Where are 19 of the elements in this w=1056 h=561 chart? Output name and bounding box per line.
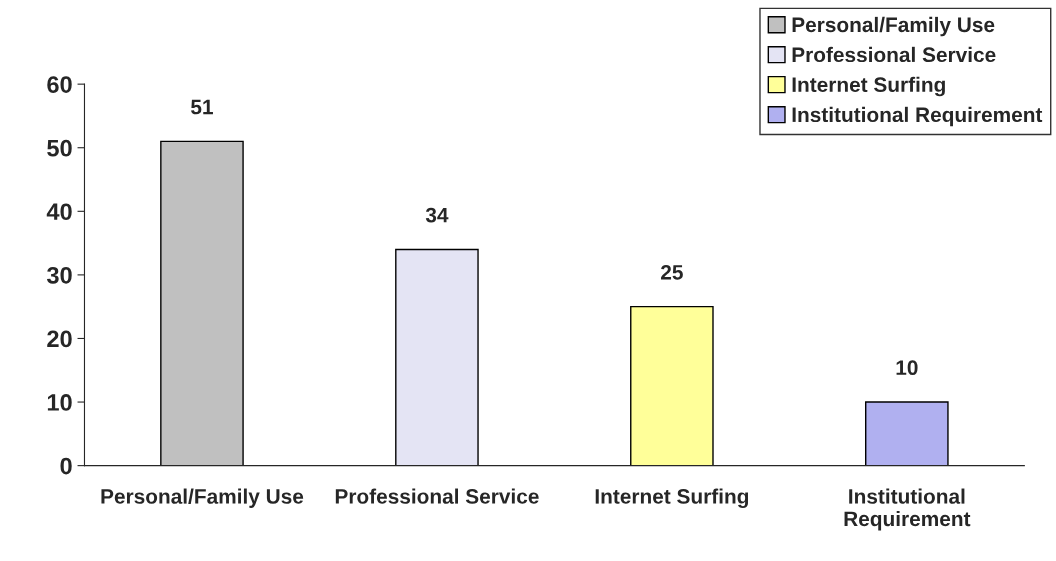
x-tick-label: Professional Service [335,488,539,504]
x-tick-label: Internet Surfing [595,488,749,509]
y-tick-label: 10 [47,394,72,411]
legend-label: Internet Surfing [792,76,945,97]
data-label: 51 [191,99,213,115]
y-tick-label: 20 [47,330,72,348]
y-tick-label: 60 [47,76,72,93]
legend-label: Professional Service [792,46,996,63]
y-tick-label: 30 [46,266,72,284]
x-tick-label: Institutional Requirement [844,488,971,531]
data-label: 10 [896,360,918,376]
y-tick-label: 0 [60,457,72,475]
data-label: 25 [661,264,683,280]
data-label: 34 [425,207,449,223]
legend-label: Personal/Family Use [792,16,995,37]
x-tick-label: Personal/Family Use [101,488,304,508]
legend-label: Institutional Requirement [792,106,1043,127]
y-tick-label: 50 [47,139,72,157]
y-tick-label: 40 [46,203,72,221]
